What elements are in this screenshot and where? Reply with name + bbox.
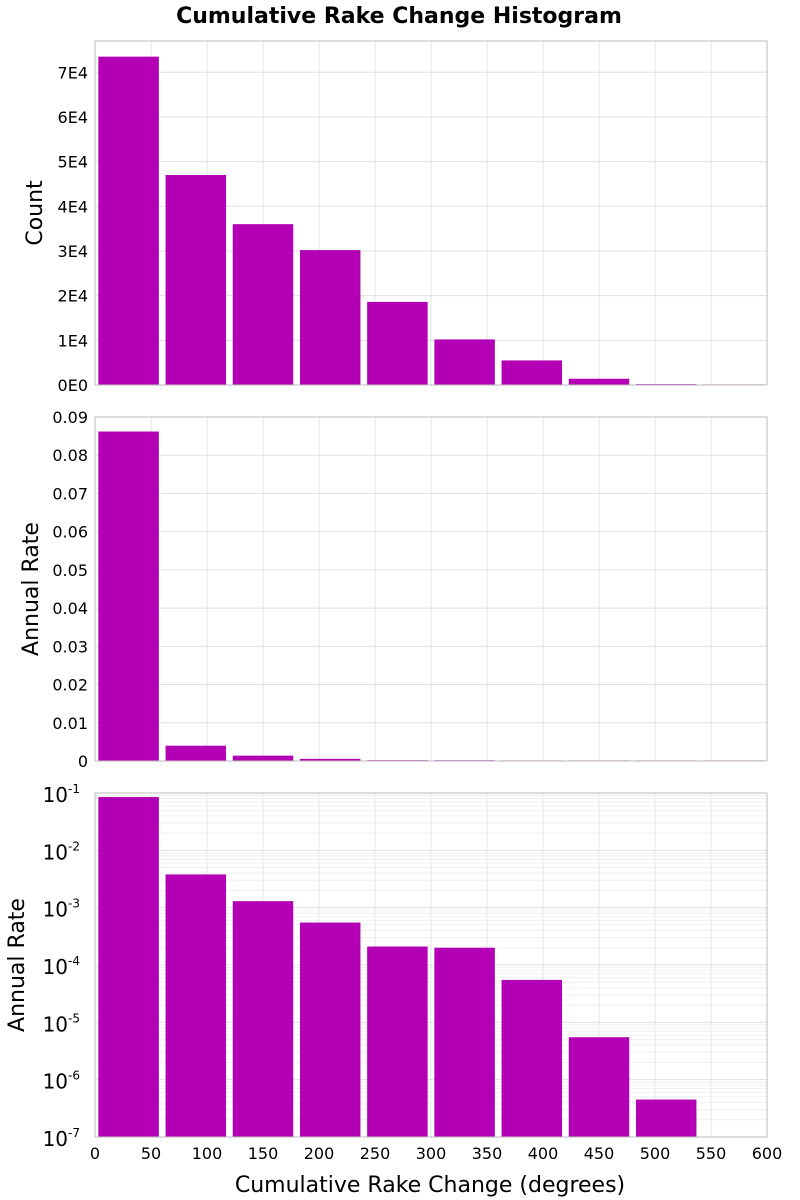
panel-annual-rate-ytick-label: 0.08 — [52, 446, 88, 465]
panel-count-bar — [299, 250, 361, 385]
panel-annual-rate-ytick-label: 0.03 — [52, 637, 88, 656]
chart-title: Cumulative Rake Change Histogram — [176, 4, 622, 29]
panel-annual-rate-log-bar — [367, 946, 428, 1137]
panel-annual-rate-grid — [94, 416, 768, 762]
x-tick-label: 100 — [192, 1144, 223, 1163]
x-tick-label: 250 — [360, 1144, 391, 1163]
panel-annual-rate-bar — [232, 755, 294, 761]
x-tick-label: 150 — [248, 1144, 279, 1163]
panel-annual-rate-log-ylabel: Annual Rate — [5, 898, 30, 1032]
panel-annual-rate-ytick-label: 0.02 — [52, 676, 88, 695]
panel-annual-rate-frame — [94, 416, 768, 762]
x-tick-label: 450 — [584, 1144, 615, 1163]
x-tick-label: 50 — [141, 1144, 161, 1163]
panel-annual-rate-ytick-label: 0.09 — [52, 408, 88, 427]
panel-count-bar — [501, 360, 563, 385]
panel-count-bar — [367, 301, 428, 385]
panel-annual-rate-log-bar — [434, 947, 495, 1137]
x-tick-label: 0 — [90, 1144, 100, 1163]
panel-count-bar — [98, 56, 159, 386]
panel-count-bar — [434, 339, 495, 385]
panel-count-ytick-label: 2E4 — [58, 287, 88, 306]
panel-count-ytick-label: 6E4 — [58, 108, 88, 127]
x-tick-label: 600 — [752, 1144, 783, 1163]
panel-count-bar — [568, 378, 630, 385]
panel-annual-rate-bar — [165, 745, 227, 761]
x-tick-label: 500 — [640, 1144, 671, 1163]
x-tick-label: 300 — [416, 1144, 447, 1163]
panel-count-bars — [98, 56, 764, 386]
panel-annual-rate-ytick-label: 0.01 — [52, 714, 88, 733]
panel-count-ytick-label: 4E4 — [58, 197, 88, 216]
x-tick-label: 200 — [304, 1144, 335, 1163]
panel-annual-rate-log-ytick-label: 10-1 — [43, 782, 80, 807]
x-axis-label: Cumulative Rake Change (degrees) — [235, 1173, 625, 1198]
panel-annual-rate-bar — [299, 758, 361, 761]
panel-annual-rate-ytick-label: 0 — [78, 752, 88, 771]
panel-count-ytick-label: 7E4 — [58, 63, 88, 82]
panel-annual-rate-log-bars — [98, 797, 697, 1137]
panel-annual-rate-log-ytick-label: 10-4 — [43, 954, 80, 979]
panel-count-bar — [232, 224, 294, 385]
panel-count: 0E0 1E4 2E4 3E4 4E4 5E4 6E4 7E4 Count — [23, 40, 768, 395]
panel-annual-rate-ytick-label: 0.07 — [52, 484, 88, 503]
panel-count-frame — [94, 40, 768, 386]
panel-annual-rate-log-ytick-label: 10-7 — [43, 1126, 80, 1151]
panel-count-ytick-label: 1E4 — [58, 331, 88, 350]
x-tick-label: 550 — [696, 1144, 727, 1163]
panel-annual-rate-ytick-label: 0.06 — [52, 523, 88, 542]
x-axis-ticks: 0 50 100 150 200 250 300 350 400 450 500 550 600 — [90, 1144, 782, 1163]
panel-annual-rate-log-ytick-label: 10-3 — [43, 897, 80, 922]
panel-annual-rate-log-bar — [635, 1099, 697, 1137]
panel-annual-rate-log-frame — [94, 792, 768, 1138]
panel-annual-rate-log-bar — [232, 901, 294, 1137]
panel-annual-rate-log-yticks: 10-7 10-6 10-5 10-4 10-3 10-2 10-1 — [43, 782, 80, 1151]
panel-annual-rate-log-bar — [165, 874, 227, 1137]
panel-annual-rate-ytick-label: 0.04 — [52, 599, 88, 618]
panel-annual-rate-log-ytick-label: 10-5 — [43, 1011, 80, 1036]
panel-count-yticks: 0E0 1E4 2E4 3E4 4E4 5E4 6E4 7E4 — [58, 63, 88, 395]
panel-annual-rate-log-bar — [98, 797, 159, 1137]
x-tick-label: 400 — [528, 1144, 559, 1163]
panel-count-bar — [165, 175, 227, 385]
panel-count-ytick-label: 5E4 — [58, 153, 88, 172]
panel-annual-rate-ytick-label: 0.05 — [52, 561, 88, 580]
panel-annual-rate: 0 0.01 0.02 0.03 0.04 0.05 0.06 0.07 0.08 0.09 An… — [19, 408, 768, 771]
panel-annual-rate-log-bar — [501, 979, 563, 1137]
panel-annual-rate-log-bar — [568, 1037, 630, 1137]
panel-count-ylabel: Count — [23, 180, 48, 246]
panel-annual-rate-log-bar — [299, 922, 361, 1137]
panel-annual-rate-log-ytick-label: 10-2 — [43, 839, 80, 864]
panel-count-ytick-label: 0E0 — [58, 376, 88, 395]
panel-count-ytick-label: 3E4 — [58, 242, 88, 261]
panel-annual-rate-ylabel: Annual Rate — [19, 522, 44, 656]
x-tick-label: 350 — [472, 1144, 503, 1163]
panel-annual-rate-yticks: 0 0.01 0.02 0.03 0.04 0.05 0.06 0.07 0.08 0.09 — [52, 408, 88, 771]
panel-annual-rate-bar — [98, 431, 159, 761]
panel-annual-rate-log-ytick-label: 10-6 — [43, 1069, 80, 1094]
panel-annual-rate-log: 10-7 10-6 10-5 10-4 10-3 10-2 10-1 Annual Rate — [5, 782, 768, 1151]
panel-annual-rate-bars — [98, 431, 764, 761]
